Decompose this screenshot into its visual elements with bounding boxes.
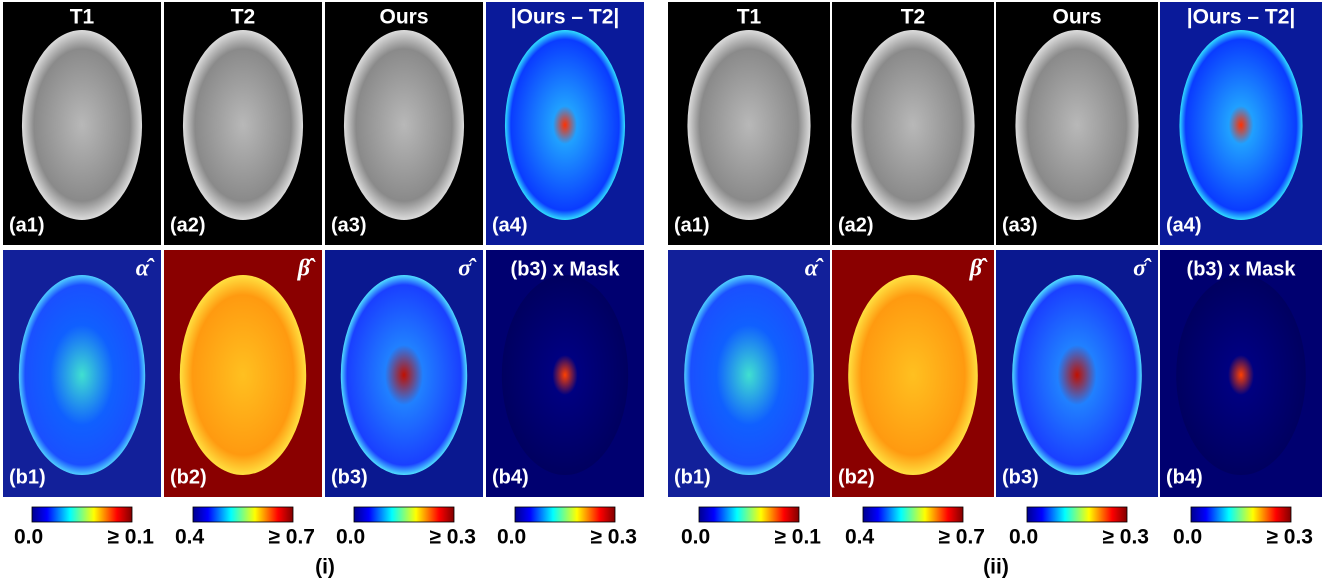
colorbar-max: ≥ 0.3	[590, 526, 637, 549]
colorbar	[514, 506, 616, 523]
column-title: Ours	[1052, 6, 1101, 29]
colorbar-max: ≥ 0.1	[107, 526, 154, 549]
panel-label: (a3)	[331, 214, 367, 236]
panel-label: (a3)	[1002, 214, 1038, 236]
colorbar-min: 0.4	[845, 526, 875, 549]
colorbar-min: 0.0	[336, 526, 365, 549]
panel-label: (a2)	[838, 214, 874, 236]
brain	[851, 30, 975, 220]
column-title: T2	[231, 6, 256, 29]
colorbar-min: 0.0	[1009, 526, 1038, 549]
panel-label: (b1)	[674, 466, 711, 488]
panel-label: (b2)	[170, 466, 207, 488]
column-title: Ours	[379, 6, 428, 29]
panel-label: (b4)	[1166, 466, 1203, 488]
colorbar	[31, 506, 133, 523]
map-symbol: (b3) x Mask	[1187, 258, 1297, 280]
colorbar-min: 0.4	[175, 526, 205, 549]
brain	[504, 30, 626, 220]
brain	[684, 275, 814, 475]
column-title: T1	[737, 6, 762, 29]
column-title: |Ours – T2|	[511, 6, 620, 29]
brain	[21, 30, 143, 220]
brain	[1012, 275, 1142, 475]
brain	[179, 275, 307, 475]
brain	[340, 275, 468, 475]
colorbar	[192, 506, 294, 523]
colorbar	[353, 506, 455, 523]
group-label: (i)	[315, 556, 335, 579]
map-symbol: (b3) x Mask	[511, 258, 621, 280]
colorbar-max: ≥ 0.3	[1102, 526, 1149, 549]
brain	[182, 30, 304, 220]
column-title: T2	[901, 6, 926, 29]
panel-label: (b3)	[1002, 466, 1039, 488]
colorbar-max: ≥ 0.3	[429, 526, 476, 549]
colorbar	[1026, 506, 1128, 523]
colorbar-max: ≥ 0.7	[938, 526, 985, 549]
panel-label: (b1)	[9, 466, 46, 488]
panel-label: (b3)	[331, 466, 368, 488]
brain	[1015, 30, 1139, 220]
brain	[501, 275, 629, 475]
colorbar-max: ≥ 0.1	[774, 526, 821, 549]
colorbar	[698, 506, 800, 523]
panel-label: (a2)	[170, 214, 206, 236]
colorbar-max: ≥ 0.3	[1266, 526, 1313, 549]
brain	[1176, 275, 1306, 475]
colorbar-max: ≥ 0.7	[268, 526, 315, 549]
colorbar	[1190, 506, 1292, 523]
colorbar-min: 0.0	[681, 526, 710, 549]
column-title: |Ours – T2|	[1187, 6, 1296, 29]
colorbar-min: 0.0	[1173, 526, 1202, 549]
colorbar-min: 0.0	[14, 526, 43, 549]
brain	[687, 30, 811, 220]
brain	[1179, 30, 1303, 220]
panel-label: (b4)	[492, 466, 529, 488]
panel-label: (a4)	[492, 214, 528, 236]
brain	[343, 30, 465, 220]
column-title: T1	[70, 6, 95, 29]
colorbar	[862, 506, 964, 523]
panel-label: (a1)	[674, 214, 710, 236]
brain	[848, 275, 978, 475]
brain	[18, 275, 146, 475]
panel-label: (a1)	[9, 214, 45, 236]
panel-label: (a4)	[1166, 214, 1202, 236]
group-label: (ii)	[983, 556, 1009, 579]
colorbar-min: 0.0	[497, 526, 526, 549]
panel-label: (b2)	[838, 466, 875, 488]
